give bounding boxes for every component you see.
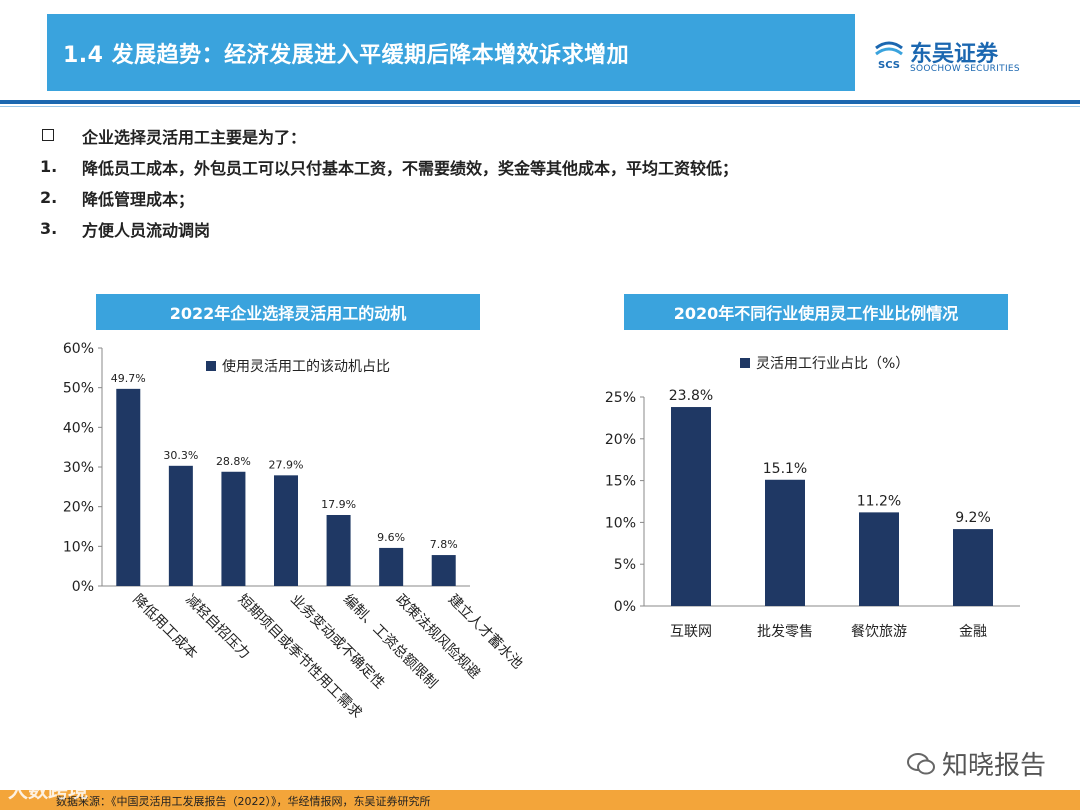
bar (326, 514, 351, 586)
left-chart-title: 2022年企业选择灵活用工的动机 (96, 294, 480, 330)
bar (168, 465, 193, 586)
data-label: 7.8% (430, 538, 458, 551)
bar (671, 407, 711, 606)
bar (431, 555, 456, 586)
category-label: 餐饮旅游 (851, 624, 907, 640)
y-tick-label: 0% (72, 579, 94, 595)
logo-mark-text: SCS (878, 60, 900, 70)
right-chart-title: 2020年不同行业使用灵工作业比例情况 (624, 294, 1008, 330)
category-label: 金融 (959, 624, 987, 640)
y-tick-label: 50% (63, 381, 94, 397)
data-label: 9.2% (955, 510, 991, 526)
watermark-right-text: 知晓报告 (942, 751, 1047, 781)
data-label: 9.6% (377, 531, 405, 544)
bullet-item: 2. 降低管理成本； (40, 182, 738, 213)
y-tick-label: 20% (63, 500, 94, 516)
bullet-marker: 2. (40, 188, 58, 207)
data-label: 27.9% (269, 458, 304, 471)
y-tick-label: 20% (605, 432, 636, 448)
bullet-marker: 1. (40, 157, 58, 176)
header-divider-thin (0, 106, 1080, 107)
bullet-item: 1. 降低员工成本，外包员工可以只付基本工资，不需要绩效，奖金等其他成本，平均工… (40, 151, 738, 182)
data-label: 11.2% (857, 493, 901, 509)
y-tick-label: 15% (605, 474, 636, 490)
legend-label: 使用灵活用工的该动机占比 (222, 358, 390, 375)
header-bar: 1.4 发展趋势：经济发展进入平缓期后降本增效诉求增加 (47, 14, 855, 91)
y-tick-label: 10% (605, 515, 636, 531)
legend-label: 灵活用工行业占比（%） (756, 356, 909, 372)
brand-logo: SCS 东吴证券 SOOCHOW SECURITIES (872, 36, 1042, 78)
category-label: 批发零售 (757, 624, 813, 640)
logo-name: 东吴证券 (910, 42, 999, 67)
bar (221, 471, 246, 586)
bar (953, 529, 993, 606)
bar (765, 479, 805, 606)
data-source: 数据来源：《中国灵活用工发展报告（2022）》，华经情报网，东吴证券研究所 (56, 795, 431, 808)
bar (859, 512, 899, 606)
legend-swatch (206, 361, 216, 371)
category-label: 互联网 (670, 624, 712, 640)
scs-logo-icon: SCS (875, 41, 903, 70)
header-divider (0, 100, 1080, 104)
bullet-item: 3. 方便人员流动调岗 (40, 213, 738, 244)
data-label: 30.3% (163, 449, 198, 462)
y-tick-label: 5% (614, 557, 636, 573)
legend-swatch (740, 358, 750, 368)
y-tick-label: 10% (63, 539, 94, 555)
data-label: 49.7% (111, 372, 146, 385)
wechat-icon (907, 752, 935, 774)
page-title: 1.4 发展趋势：经济发展进入平缓期后降本增效诉求增加 (63, 42, 630, 68)
bullet-text: 降低员工成本，外包员工可以只付基本工资，不需要绩效，奖金等其他成本，平均工资较低… (82, 158, 739, 178)
bar (274, 475, 298, 586)
industry-bar-chart: 0% 5% 10% 15% 20% 25% 灵活用工行业占比（%） 23.8% 互联网 15.1%… (605, 356, 1020, 640)
data-label: 17.9% (321, 498, 356, 511)
logo-subtitle: SOOCHOW SECURITIES (910, 64, 1020, 74)
bullet-list: 企业选择灵活用工主要是为了： 1. 降低员工成本，外包员工可以只付基本工资，不需… (40, 120, 738, 244)
bullet-text: 方便人员流动调岗 (82, 220, 211, 240)
y-tick-label: 25% (605, 390, 636, 406)
footer-bar (0, 790, 1080, 810)
data-label: 15.1% (763, 461, 807, 477)
bullet-text: 企业选择灵活用工主要是为了： (82, 127, 307, 147)
y-tick-label: 40% (63, 420, 94, 436)
checkbox-bullet-icon (42, 129, 54, 141)
y-tick-label: 0% (614, 599, 636, 615)
bar (379, 547, 404, 586)
bullet-marker: 3. (40, 219, 58, 238)
watermark-left: 大数跨境 (8, 778, 88, 802)
watermark-right: 知晓报告 (906, 745, 1046, 782)
bar (116, 388, 141, 586)
category-label: 编制、工资总额限制 (340, 592, 440, 692)
bullet-item: 企业选择灵活用工主要是为了： (40, 120, 738, 151)
bullet-text: 降低管理成本； (82, 189, 195, 209)
data-label: 23.8% (669, 388, 713, 404)
motivation-bar-chart: 0%10%20%30%40%50%60%使用灵活用工的该动机占比49.7%降低用… (63, 341, 526, 722)
y-tick-label: 60% (63, 341, 94, 357)
category-label: 业务变动或不确定性 (287, 592, 387, 692)
y-tick-label: 30% (63, 460, 94, 476)
data-label: 28.8% (216, 455, 251, 468)
